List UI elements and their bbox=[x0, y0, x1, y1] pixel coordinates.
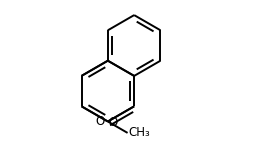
Text: O: O bbox=[96, 115, 105, 128]
Text: O: O bbox=[109, 116, 118, 129]
Text: CH₃: CH₃ bbox=[128, 126, 150, 139]
